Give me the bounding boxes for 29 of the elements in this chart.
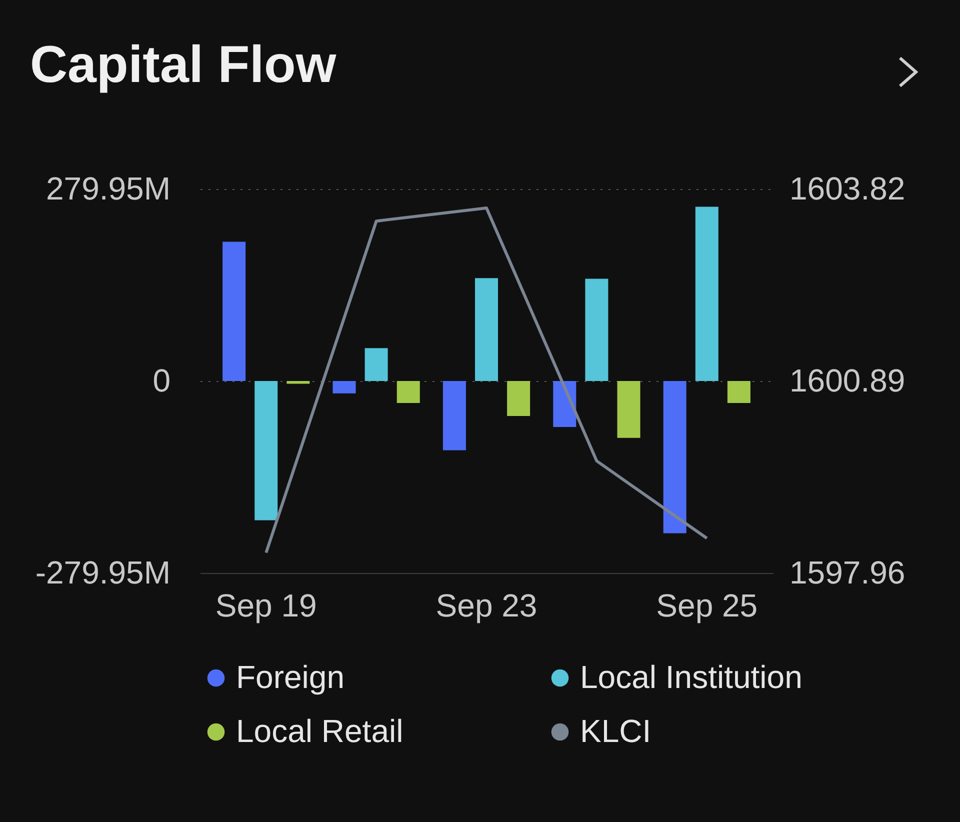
bar <box>286 381 310 384</box>
bar <box>396 381 420 403</box>
y-tick-label: 0 <box>152 362 170 398</box>
legend-label: Local Institution <box>580 659 802 695</box>
legend-label: Local Retail <box>236 713 404 749</box>
x-tick-label: Sep 19 <box>215 588 317 624</box>
y2-tick-label: 1597.96 <box>790 554 906 590</box>
bar <box>222 242 246 381</box>
legend-label: Foreign <box>236 659 344 695</box>
bar <box>254 381 278 520</box>
legend-label: KLCI <box>580 713 652 749</box>
x-tick-label: Sep 23 <box>436 588 538 624</box>
bar <box>617 381 640 438</box>
y-tick-label: -279.95M <box>35 554 170 590</box>
bar <box>332 381 356 394</box>
bar <box>663 381 686 534</box>
bar <box>442 381 466 450</box>
x-tick-label: Sep 25 <box>656 588 758 624</box>
y-tick-label: 279.95M <box>46 170 170 206</box>
bar <box>695 206 718 381</box>
bar <box>507 381 530 416</box>
bar <box>475 278 498 381</box>
bar <box>727 381 750 403</box>
y2-tick-label: 1603.82 <box>790 170 906 206</box>
bar <box>364 348 388 381</box>
bar <box>585 278 608 381</box>
y2-tick-label: 1600.89 <box>790 362 906 398</box>
line-series <box>264 206 708 554</box>
chart-title: Capital Flow <box>30 36 337 94</box>
